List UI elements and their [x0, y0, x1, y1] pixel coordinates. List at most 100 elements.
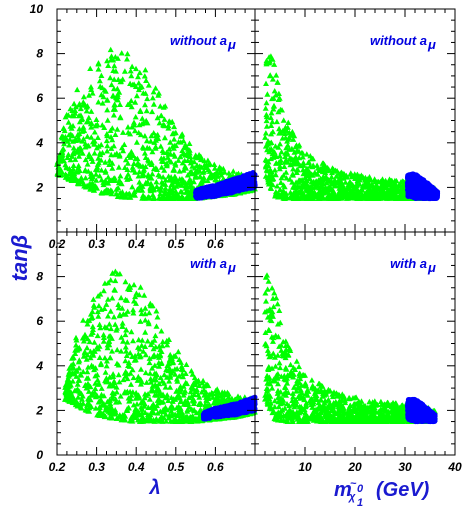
green-triangle-point [151, 139, 158, 145]
green-triangle-point [131, 119, 137, 125]
green-triangle-point [117, 173, 124, 179]
green-triangle-point [149, 192, 156, 198]
green-triangle-point [95, 99, 102, 105]
green-triangle-point [86, 151, 93, 157]
green-triangle-point [186, 190, 193, 196]
green-triangle-point [170, 195, 177, 201]
green-triangle-point [152, 85, 159, 91]
green-triangle-point [196, 174, 203, 180]
green-triangle-point [89, 90, 96, 96]
green-triangle-point [171, 167, 178, 173]
green-triangle-point [186, 140, 193, 146]
green-triangle-point [95, 66, 102, 72]
green-triangle-point [144, 144, 151, 151]
green-triangle-point [114, 55, 121, 61]
green-triangle-point [78, 174, 85, 181]
green-triangle-point [124, 50, 131, 57]
green-triangle-point [264, 91, 271, 97]
green-triangle-point [126, 194, 133, 200]
green-triangle-point [132, 114, 139, 120]
green-triangle-point [80, 93, 87, 100]
green-triangle-point [161, 116, 168, 122]
green-triangle-point [132, 127, 138, 134]
green-triangle-point [85, 118, 92, 124]
green-triangle-point [113, 190, 120, 197]
green-triangle-point [127, 175, 133, 181]
green-triangle-point [172, 160, 179, 166]
green-triangle-point [156, 120, 163, 126]
green-triangle-point [132, 155, 139, 162]
green-triangle-point [143, 77, 150, 83]
green-triangle-point [124, 339, 131, 345]
blue-dot-point [238, 183, 244, 189]
green-triangle-point [128, 148, 135, 155]
green-triangle-point [127, 152, 134, 158]
green-triangle-point [103, 363, 110, 369]
green-triangle-point [69, 132, 76, 139]
green-triangle-point [161, 134, 168, 141]
green-triangle-point [169, 187, 176, 193]
green-triangle-point [102, 369, 109, 375]
blue-dot-point [229, 181, 235, 187]
green-triangle-point [165, 151, 172, 157]
green-triangle-point [62, 171, 69, 177]
green-triangle-point [108, 53, 115, 59]
green-triangle-point [120, 147, 127, 154]
green-triangle-point [211, 165, 218, 171]
green-triangle-point [166, 146, 173, 152]
green-triangle-point [110, 106, 117, 112]
green-triangle-point [274, 79, 281, 85]
green-triangle-point [205, 166, 212, 173]
green-triangle-point [107, 74, 114, 81]
green-triangle-point [98, 72, 105, 78]
green-triangle-point [153, 179, 160, 185]
green-triangle-point [95, 159, 102, 166]
green-triangle-point [137, 284, 144, 290]
green-triangle-point [90, 302, 97, 308]
green-triangle-point [110, 143, 117, 149]
green-triangle-point [72, 107, 79, 113]
green-triangle-point [136, 121, 143, 128]
green-triangle-point [142, 67, 149, 73]
green-triangle-point [145, 172, 152, 178]
green-triangle-point [72, 103, 79, 110]
green-triangle-point [122, 344, 129, 350]
green-triangle-point [133, 65, 139, 72]
green-triangle-point [136, 179, 143, 185]
green-triangle-point [96, 354, 103, 360]
green-triangle-point [185, 146, 191, 152]
green-triangle-point [166, 195, 173, 201]
green-triangle-point [66, 131, 73, 138]
green-triangle-point [94, 134, 101, 140]
green-triangle-point [67, 167, 74, 173]
green-triangle-point [204, 157, 211, 163]
green-triangle-point [91, 150, 98, 156]
green-triangle-point [114, 126, 121, 132]
blue-dot-point [230, 186, 236, 193]
green-triangle-point [170, 145, 177, 151]
green-triangle-point [159, 195, 165, 201]
green-triangle-point [107, 46, 114, 53]
green-triangle-point [140, 145, 147, 151]
green-triangle-point [82, 167, 89, 173]
green-triangle-point [102, 177, 109, 183]
green-triangle-point [105, 313, 111, 319]
green-triangle-point [106, 161, 113, 167]
blue-dot-point [213, 185, 219, 191]
green-triangle-point [58, 133, 65, 140]
green-triangle-point [200, 377, 207, 384]
blue-dot-point [214, 191, 220, 198]
green-triangle-point [74, 86, 81, 93]
green-triangle-point [124, 160, 131, 166]
green-triangle-point [127, 68, 134, 74]
green-triangle-point [93, 171, 99, 177]
green-triangle-point [145, 82, 152, 88]
blue-dot-point [412, 186, 418, 192]
green-triangle-point [128, 381, 134, 387]
green-triangle-point [183, 165, 189, 171]
green-triangle-point [174, 191, 181, 198]
blue-dot-point [406, 175, 412, 181]
green-triangle-point [143, 137, 150, 144]
green-triangle-point [191, 158, 198, 165]
